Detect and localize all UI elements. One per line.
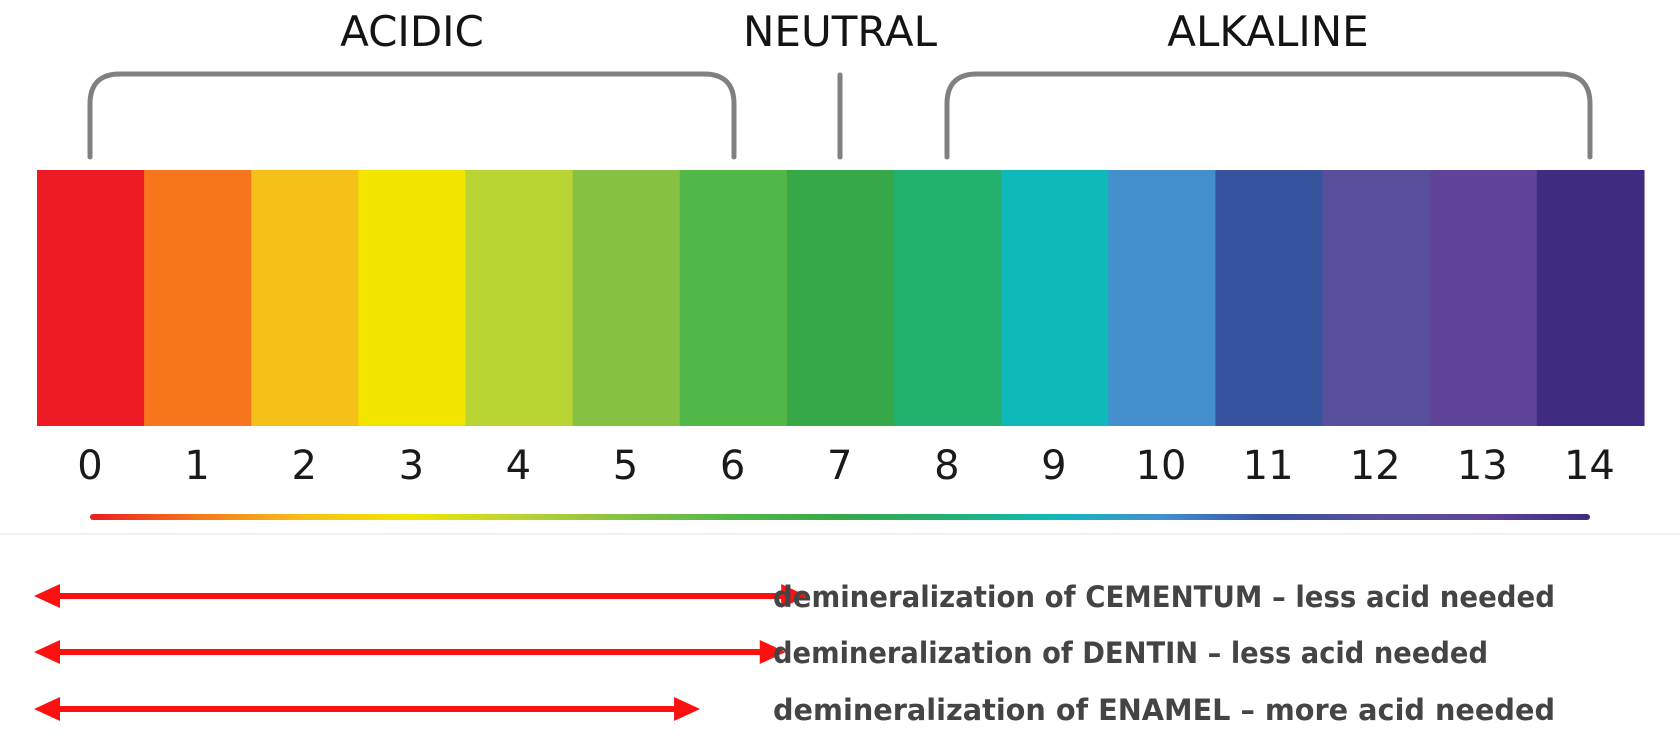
arrow-row-1: demineralization of CEMENTUM – less acid…	[34, 580, 1555, 614]
ph-band-3	[358, 170, 467, 426]
bracket-acidic	[87, 71, 737, 160]
ph-band-8	[894, 170, 1002, 426]
label-alkaline: ALKALINE	[1167, 7, 1368, 56]
ph-band-5	[572, 170, 681, 426]
demineralization-note-1: demineralization of CEMENTUM – less acid…	[773, 580, 1555, 614]
ph-number-13: 13	[1457, 443, 1508, 489]
ph-band-4	[465, 170, 574, 426]
ph-band-9	[1001, 170, 1109, 426]
ph-band-1	[144, 170, 252, 426]
label-neutral: NEUTRAL	[743, 7, 938, 56]
ph-number-11: 11	[1243, 443, 1294, 489]
arrowhead-left	[34, 584, 60, 608]
ph-number-10: 10	[1136, 443, 1187, 489]
ph-number-12: 12	[1350, 443, 1401, 489]
ph-number-4: 4	[506, 443, 531, 489]
ph-number-1: 1	[184, 443, 209, 489]
ph-band-10	[1108, 170, 1217, 426]
demineralization-note-2: demineralization of DENTIN – less acid n…	[773, 636, 1488, 670]
ph-number-3: 3	[399, 443, 424, 489]
ph-band-14	[1536, 170, 1645, 426]
ph-number-8: 8	[934, 443, 959, 489]
ph-number-5: 5	[613, 443, 638, 489]
ph-band-12	[1322, 170, 1431, 426]
color-bands	[37, 170, 1645, 426]
ph-band-13	[1429, 170, 1538, 426]
ph-number-7: 7	[827, 443, 852, 489]
arrowhead-right	[759, 640, 786, 664]
spectrum-line	[90, 514, 1590, 520]
ph-band-2	[251, 170, 359, 426]
section-divider	[0, 533, 1680, 535]
demineralization-arrows: demineralization of CEMENTUM – less acid…	[34, 580, 1555, 727]
ph-band-11	[1215, 170, 1324, 426]
label-acidic: ACIDIC	[340, 7, 484, 56]
arrow-row-3: demineralization of ENAMEL – more acid n…	[34, 693, 1555, 727]
ph-number-14: 14	[1564, 443, 1615, 489]
ph-numbers: 0 1 2 3 4 5 6 7 8 9 10 11 12 13 14	[77, 443, 1615, 489]
ph-number-2: 2	[291, 443, 316, 489]
arrow-row-2: demineralization of DENTIN – less acid n…	[34, 636, 1488, 670]
arrowhead-right	[781, 584, 808, 608]
bracket-alkaline	[944, 71, 1593, 160]
ph-number-0: 0	[77, 443, 102, 489]
arrowhead-left	[34, 697, 60, 721]
arrowhead-left	[34, 640, 60, 664]
arrowhead-right	[674, 697, 701, 721]
ph-number-6: 6	[720, 443, 745, 489]
ph-band-7	[786, 170, 895, 426]
ph-band-6	[679, 170, 788, 426]
ph-number-9: 9	[1041, 443, 1066, 489]
ph-band-0	[37, 170, 145, 426]
demineralization-note-3: demineralization of ENAMEL – more acid n…	[773, 693, 1555, 727]
